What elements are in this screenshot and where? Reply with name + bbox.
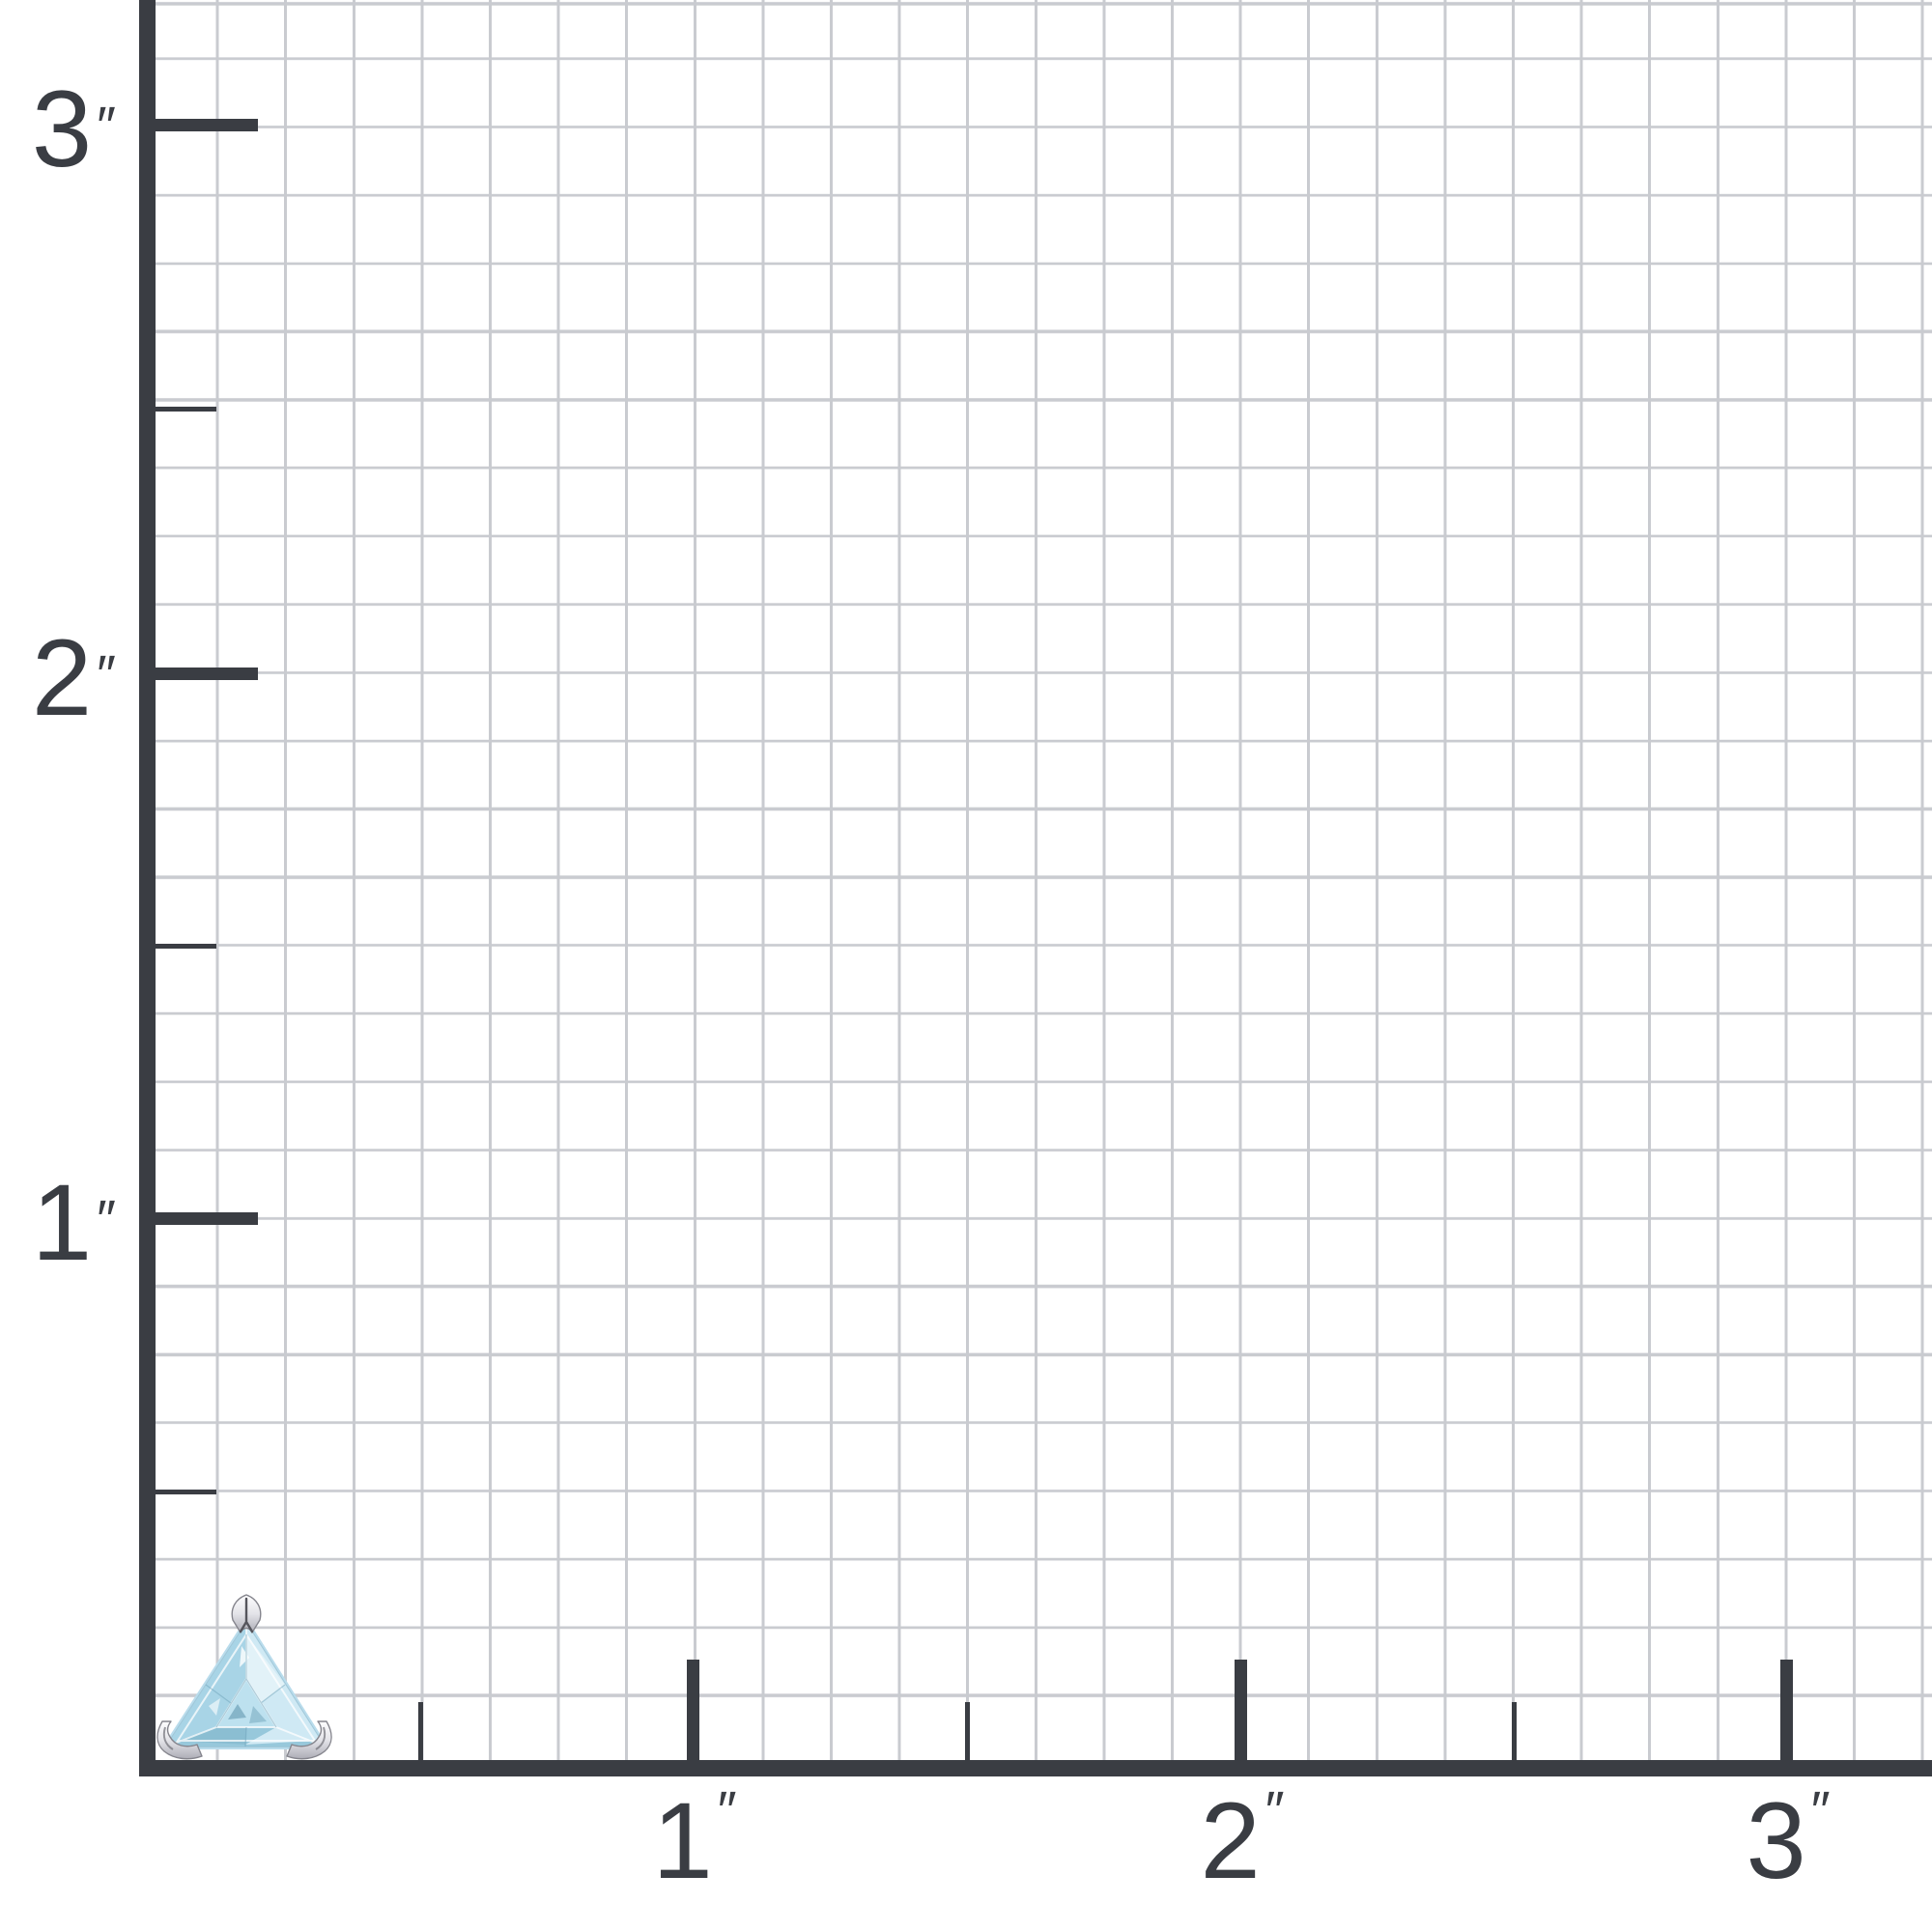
x-axis-minor-tick-0-5in <box>418 1702 423 1760</box>
right-prong <box>286 1720 332 1760</box>
x-axis-major-tick-1in <box>687 1660 699 1760</box>
y-axis-label-2in-number: 2 <box>31 617 93 738</box>
y-axis-label-3in: 3 ″ <box>0 57 116 202</box>
x-axis-minor-tick-2-5in <box>1512 1702 1517 1760</box>
grid-paper <box>148 0 1932 1760</box>
x-axis-major-tick-2in <box>1235 1660 1247 1760</box>
x-axis-major-tick-3in <box>1780 1660 1793 1760</box>
y-axis-label-3in-unit: ″ <box>97 95 116 156</box>
x-axis-label-2in-number: 2 <box>1200 1780 1261 1901</box>
gem-stone <box>163 1620 327 1749</box>
gemstone-photo <box>156 1594 332 1760</box>
x-axis-label-1in-number: 1 <box>652 1780 713 1901</box>
y-axis-major-tick-3in <box>156 119 258 131</box>
x-axis-label-1in: 1 ″ <box>597 1780 790 1913</box>
y-axis-major-tick-2in <box>156 668 258 680</box>
x-axis-label-1in-unit: ″ <box>717 1779 737 1840</box>
x-axis-label-2in: 2 ″ <box>1145 1780 1338 1913</box>
y-axis-label-1in: 1 ″ <box>0 1151 116 1295</box>
y-axis-label-3in-number: 3 <box>31 69 93 189</box>
y-axis-label-2in: 2 ″ <box>0 606 116 751</box>
x-axis-label-2in-unit: ″ <box>1264 1779 1285 1840</box>
x-axis-label-3in: 3 ″ <box>1690 1780 1884 1913</box>
y-axis-minor-tick-2-5in <box>156 407 216 412</box>
y-axis-label-1in-unit: ″ <box>97 1188 116 1249</box>
y-axis-minor-tick-1-5in <box>156 944 216 949</box>
y-axis-label-1in-number: 1 <box>31 1162 93 1283</box>
x-axis-minor-tick-1-5in <box>965 1702 970 1760</box>
y-axis-major-tick-1in <box>156 1212 258 1225</box>
x-axis-line <box>139 1760 1932 1776</box>
x-axis-label-3in-number: 3 <box>1746 1780 1806 1901</box>
y-axis-minor-tick-0-5in <box>156 1490 216 1494</box>
x-axis-label-3in-unit: ″ <box>1810 1779 1831 1840</box>
left-prong <box>156 1720 203 1760</box>
y-axis-label-2in-unit: ″ <box>97 643 116 704</box>
y-axis-line <box>139 0 156 1776</box>
top-prong <box>231 1594 262 1634</box>
